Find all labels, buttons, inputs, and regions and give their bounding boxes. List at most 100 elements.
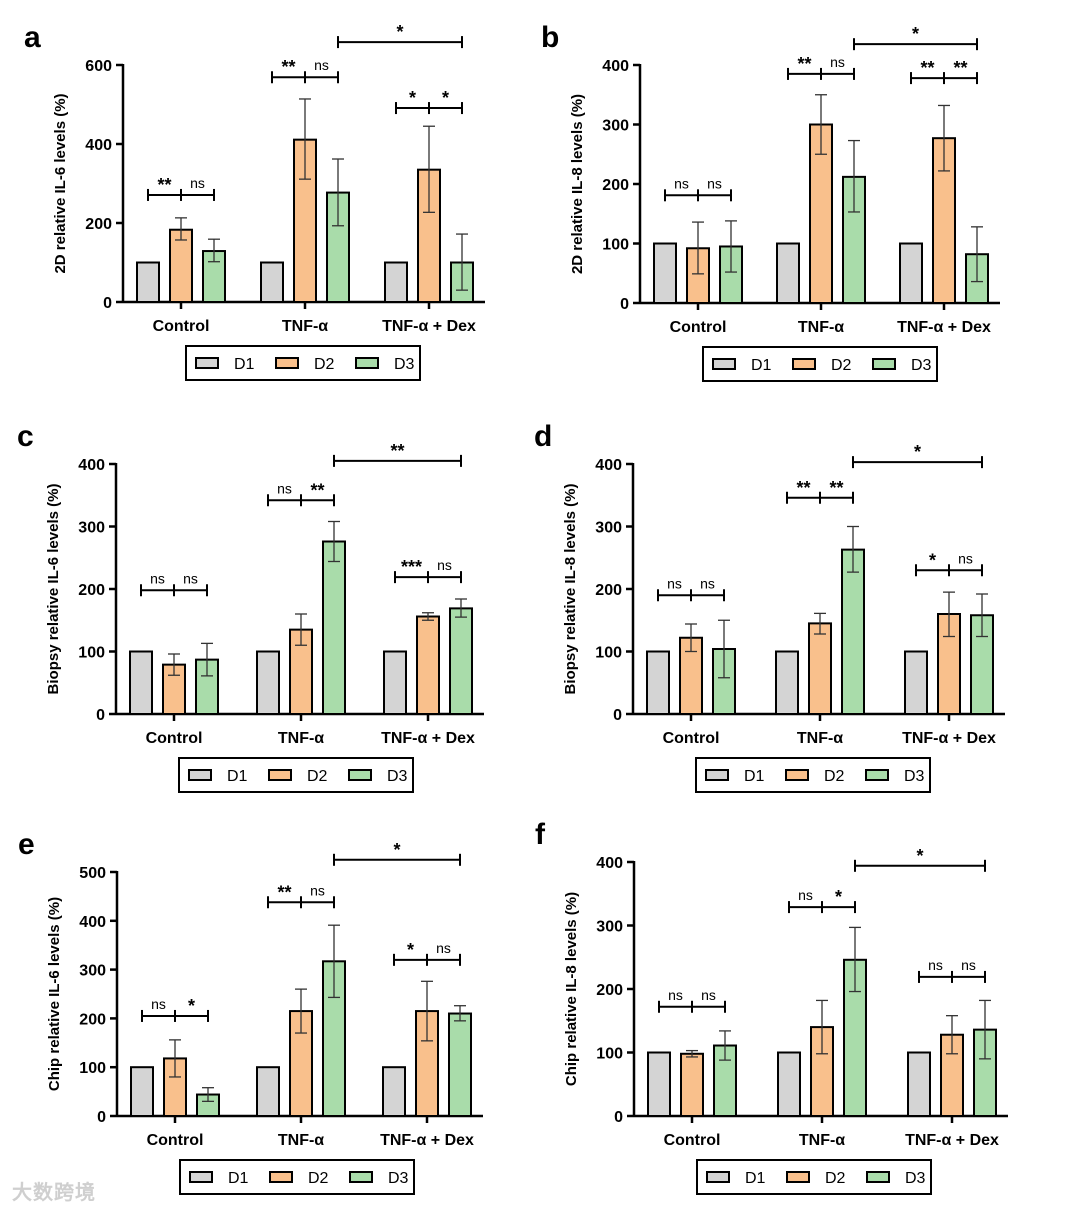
- legend: D1 D2 D3: [695, 757, 931, 793]
- y-tick-label: 300: [79, 963, 106, 980]
- legend-swatch-d3: [348, 769, 372, 781]
- legend-label: D2: [824, 768, 845, 785]
- significance-label: *: [188, 996, 195, 1016]
- significance-label: ns: [314, 57, 329, 73]
- y-tick-label: 100: [79, 1060, 106, 1077]
- panel-letter: c: [17, 420, 34, 453]
- y-axis-label: Biopsy relative IL-6 levels (%): [45, 484, 62, 695]
- legend-swatch-d2: [268, 769, 292, 781]
- legend-label: D2: [314, 356, 335, 373]
- y-tick-label: 100: [602, 237, 629, 254]
- x-tick-label: TNF-α + Dex: [380, 1132, 474, 1149]
- legend-swatch-d1: [195, 357, 219, 369]
- legend-swatch-d1: [706, 1171, 730, 1183]
- y-axis-label: 2D relative IL-8 levels (%): [569, 94, 586, 274]
- legend: D1 D2 D3: [185, 345, 421, 381]
- legend-swatch-d2: [785, 769, 809, 781]
- y-tick-label: 200: [78, 582, 105, 599]
- bar-d3: [841, 548, 865, 715]
- x-tick-label: TNF-α: [278, 730, 324, 747]
- significance-label: ns: [701, 987, 716, 1003]
- y-tick-label: 300: [602, 118, 629, 135]
- bar-d1: [136, 261, 160, 303]
- bar-d1: [383, 650, 407, 715]
- significance-label: ns: [958, 550, 973, 566]
- significance-label: ns: [310, 882, 325, 898]
- significance-label: ns: [190, 175, 205, 191]
- legend: D1 D2 D3: [178, 757, 414, 793]
- legend-label: D1: [227, 768, 248, 785]
- significance-label: **: [390, 441, 404, 461]
- legend-label: D3: [904, 768, 925, 785]
- legend-box: [702, 346, 938, 382]
- y-tick-label: 100: [596, 1046, 623, 1063]
- x-tick-label: TNF-α: [797, 730, 843, 747]
- significance-label: ns: [183, 570, 198, 586]
- panel-a: a 0 200 400 600 2D relative IL-6 levels (%) Co…: [24, 21, 485, 381]
- x-tick-label: TNF-α + Dex: [905, 1132, 999, 1149]
- bar-d2: [680, 1052, 704, 1118]
- bar-d3: [448, 1012, 472, 1118]
- bar-d1: [256, 650, 280, 715]
- x-tick-label: Control: [670, 319, 727, 336]
- legend-label: D1: [234, 356, 255, 373]
- bar-d1: [899, 242, 923, 304]
- y-tick-label: 0: [96, 707, 105, 724]
- legend-label: D3: [911, 357, 932, 374]
- legend-swatch-d3: [349, 1171, 373, 1183]
- y-tick-label: 400: [79, 914, 106, 931]
- y-tick-label: 400: [78, 457, 105, 474]
- y-tick-label: 200: [596, 982, 623, 999]
- significance-label: **: [953, 58, 967, 78]
- bar-d1: [260, 261, 284, 303]
- legend-swatch-d1: [188, 769, 212, 781]
- significance-label: **: [920, 58, 934, 78]
- legend-label: D3: [394, 356, 415, 373]
- bar-d1: [382, 1066, 406, 1117]
- y-tick-label: 200: [85, 216, 112, 233]
- y-tick-label: 100: [595, 645, 622, 662]
- legend-label: D1: [228, 1170, 249, 1187]
- legend-swatch-d3: [872, 358, 896, 370]
- significance-label: **: [157, 175, 171, 195]
- bar-d1: [904, 650, 928, 715]
- panel-e: e 0 100 200 300 400 500 Chip relative IL-6 leve…: [18, 828, 483, 1195]
- y-tick-label: 200: [79, 1011, 106, 1028]
- bar-d1: [776, 242, 800, 304]
- legend-label: D3: [905, 1170, 926, 1187]
- significance-label: *: [916, 846, 923, 866]
- significance-label: **: [310, 480, 324, 500]
- significance-label: *: [407, 940, 414, 960]
- bar-d2: [416, 615, 440, 715]
- significance-label: *: [912, 24, 919, 44]
- significance-label: ns: [668, 987, 683, 1003]
- legend-swatch-d3: [865, 769, 889, 781]
- significance-label: ns: [436, 940, 451, 956]
- significance-label: ns: [151, 996, 166, 1012]
- bar-d1: [907, 1051, 931, 1117]
- bar-d1: [130, 1066, 154, 1117]
- x-tick-label: TNF-α: [798, 319, 844, 336]
- y-tick-label: 100: [78, 645, 105, 662]
- legend-label: D2: [307, 768, 328, 785]
- y-axis-label: Chip relative IL-6 levels (%): [46, 897, 63, 1091]
- panel-letter: e: [18, 828, 35, 861]
- significance-label: *: [835, 887, 842, 907]
- significance-label: ns: [830, 54, 845, 70]
- y-tick-label: 300: [596, 919, 623, 936]
- legend-label: D1: [745, 1170, 766, 1187]
- significance-label: *: [393, 840, 400, 860]
- x-tick-label: TNF-α + Dex: [897, 319, 991, 336]
- legend-swatch-d1: [189, 1171, 213, 1183]
- x-tick-label: Control: [147, 1132, 204, 1149]
- y-tick-label: 0: [97, 1109, 106, 1126]
- bar-d1: [653, 242, 677, 304]
- bar-d1: [129, 650, 153, 715]
- bar-d2: [808, 622, 832, 715]
- legend-label: D1: [744, 768, 765, 785]
- y-tick-label: 300: [595, 520, 622, 537]
- x-tick-label: Control: [664, 1132, 721, 1149]
- y-tick-label: 400: [595, 457, 622, 474]
- panel-letter: d: [534, 420, 552, 453]
